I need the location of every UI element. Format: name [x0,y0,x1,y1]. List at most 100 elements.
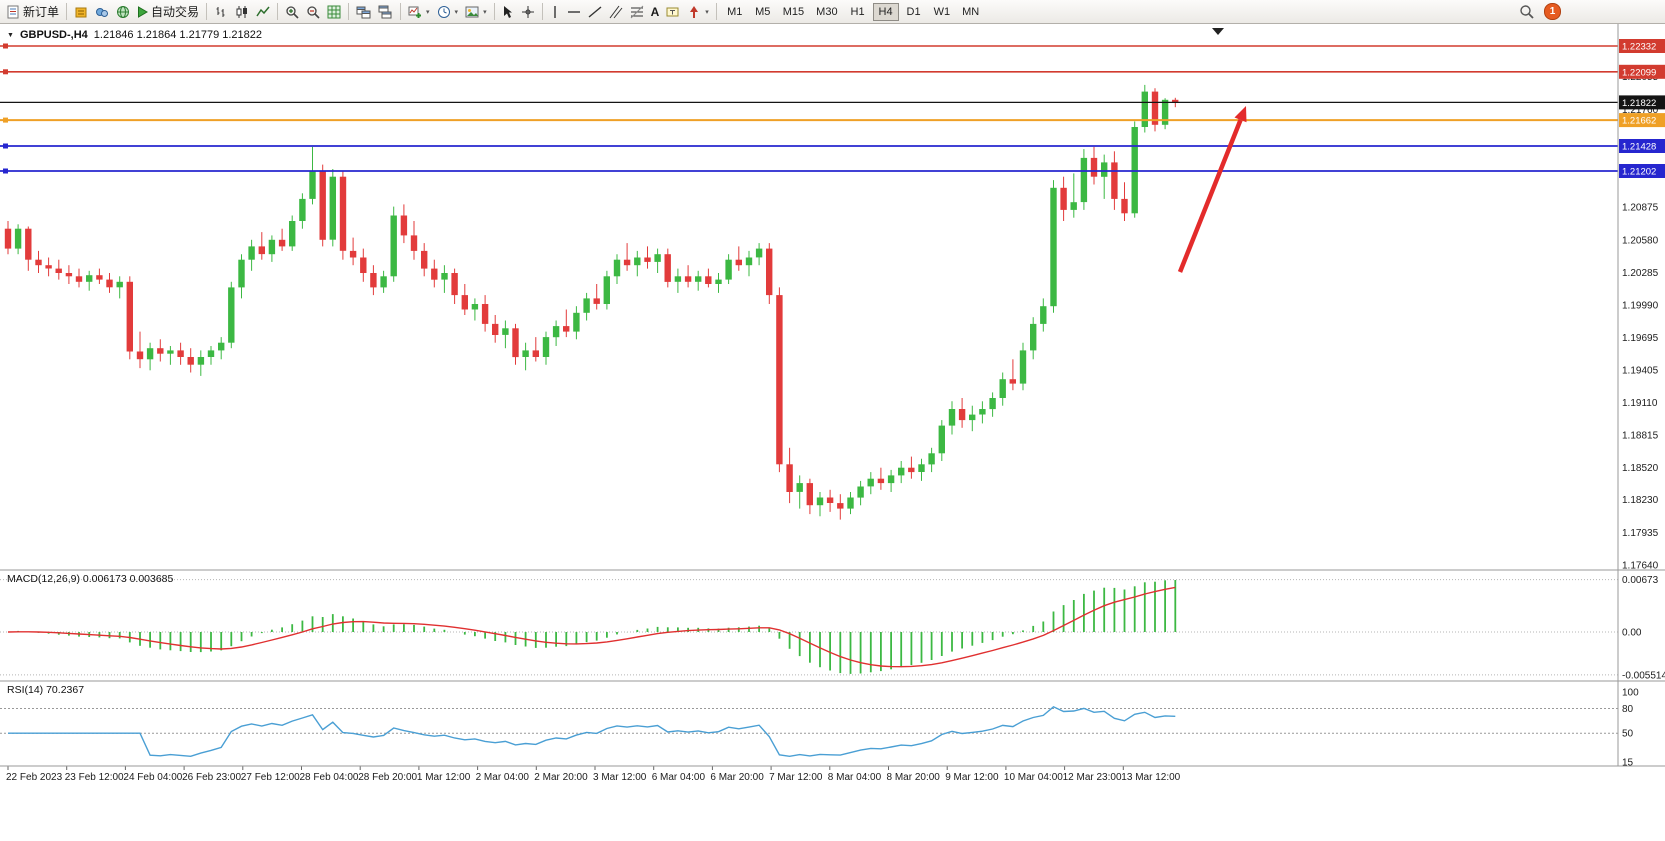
svg-text:1.20285: 1.20285 [1622,268,1659,279]
trendline-button[interactable] [585,2,605,22]
pane-separators[interactable] [0,24,1665,767]
svg-text:2 Mar 20:00: 2 Mar 20:00 [534,772,588,783]
trend-arrow-annotation[interactable] [1177,106,1247,273]
dropdown-arrow-icon: ▾ [483,8,487,16]
templates-icon [465,6,479,17]
svg-text:24 Feb 04:00: 24 Feb 04:00 [123,772,182,783]
svg-text:28 Feb 04:00: 28 Feb 04:00 [300,772,359,783]
ohlc-values: 1.21846 1.21864 1.21779 1.21822 [93,29,262,41]
svg-text:6 Mar 04:00: 6 Mar 04:00 [652,772,706,783]
svg-text:1.21662: 1.21662 [1622,116,1656,127]
channel-button[interactable] [606,2,626,22]
timeframe-w1-button[interactable]: W1 [929,3,956,21]
notification-badge[interactable]: 1 [1544,3,1561,20]
chart-background[interactable] [0,24,1665,841]
dropdown-arrow-icon: ▾ [705,8,709,16]
svg-text:22 Feb 2023: 22 Feb 2023 [6,772,63,783]
chart-shift-marker-icon[interactable] [1212,28,1224,35]
svg-text:2 Mar 04:00: 2 Mar 04:00 [476,772,530,783]
chart-window-icon [75,7,87,17]
cascade-windows-button[interactable] [375,2,396,22]
svg-text:1.18520: 1.18520 [1622,463,1659,474]
macd-histogram [17,580,1177,674]
svg-text:27 Feb 12:00: 27 Feb 12:00 [241,772,300,783]
svg-text:1.21428: 1.21428 [1622,142,1656,153]
cursor-button[interactable] [499,2,517,22]
templates-button[interactable]: ▾ [462,2,490,22]
symbol-collapse-icon[interactable]: ▼ [7,31,14,39]
svg-text:23 Feb 12:00: 23 Feb 12:00 [65,772,124,783]
timeframe-m15-button[interactable]: M15 [778,3,809,21]
tile-windows-button[interactable] [353,2,374,22]
label-button[interactable] [663,2,683,22]
chart-window-button[interactable] [71,2,91,22]
indicators-grid-button[interactable] [324,2,344,22]
horizontal-line-button[interactable] [564,2,584,22]
symbol-timeframe-label: GBPUSD-,H4 [19,29,88,41]
cascade-windows-icon [378,5,392,18]
community-button[interactable] [113,2,133,22]
text-button[interactable]: A [648,2,663,22]
fibonacci-button[interactable] [627,2,647,22]
rsi-line [8,705,1176,758]
horizontal-line-icon [567,10,580,13]
macd-scale-bottom: -0.005514 [1622,670,1665,681]
time-axis[interactable]: 22 Feb 2023 23 Feb 12:00 24 Feb 04:00 26 Fe… [6,766,1181,783]
timeframe-m5-button[interactable]: M5 [750,3,776,21]
timeframe-h1-button[interactable]: H1 [845,3,871,21]
zoom-out-button[interactable] [303,2,323,22]
market-depth-button[interactable] [92,2,112,22]
svg-text:3 Mar 12:00: 3 Mar 12:00 [593,772,647,783]
zoom-in-button[interactable] [282,2,302,22]
zoom-in-icon [286,5,299,19]
chart-title: ▼ GBPUSD-,H4 1.21846 1.21864 1.21779 1.2… [7,29,262,41]
add-indicator-button[interactable]: ▾ [405,2,433,22]
chart-canvas[interactable]: 1.220551.217601.208751.205801.202851.199… [0,24,1665,841]
svg-text:1.18230: 1.18230 [1622,495,1659,506]
candlestick-series [4,84,1179,520]
toolbar-separator [206,3,208,20]
crosshair-icon [521,5,534,18]
new-order-button[interactable]: 新订单 [4,2,62,22]
text-icon: A [650,4,660,19]
bar-chart-button[interactable] [211,2,231,22]
svg-text:1.19110: 1.19110 [1622,398,1658,409]
svg-text:1.22332: 1.22332 [1622,42,1656,53]
arrow-tool-icon [690,5,699,18]
timeframe-m1-button[interactable]: M1 [722,3,748,21]
horizontal-price-lines[interactable] [0,43,1618,174]
line-chart-button[interactable] [253,2,273,22]
crosshair-button[interactable] [518,2,538,22]
svg-text:10 Mar 04:00: 10 Mar 04:00 [1004,772,1063,783]
timeframe-mn-button[interactable]: MN [957,3,984,21]
periods-button[interactable]: ▾ [434,2,462,22]
svg-text:12 Mar 23:00: 12 Mar 23:00 [1063,772,1122,783]
auto-trading-button[interactable]: 自动交易 [134,2,202,22]
price-line-labels: 1.22332 1.22099 1.21822 1.21662 1.21428 1.212… [1619,39,1665,178]
vertical-line-button[interactable] [547,2,563,22]
svg-text:1.21760: 1.21760 [1622,105,1659,116]
label-icon [666,7,679,16]
arrows-button[interactable]: ▾ [684,2,712,22]
svg-text:1 Mar 12:00: 1 Mar 12:00 [417,772,471,783]
svg-text:1.20875: 1.20875 [1622,203,1659,214]
svg-text:13 Mar 12:00: 13 Mar 12:00 [1121,772,1180,783]
timeframe-d1-button[interactable]: D1 [901,3,927,21]
timeframe-m30-button[interactable]: M30 [811,3,842,21]
svg-text:6 Mar 20:00: 6 Mar 20:00 [710,772,764,783]
toolbar-separator [277,3,279,20]
timeframe-h4-button[interactable]: H4 [872,3,899,21]
new-order-label: 新订单 [23,5,60,19]
toolbar-separator [715,3,717,20]
search-button[interactable] [1516,2,1537,22]
rsi-indicator-label: RSI(14) 70.2367 [7,684,85,696]
trendline-icon [588,5,602,18]
cursor-icon [503,5,512,18]
rsi-scale-label: 100 [1622,688,1639,699]
candlestick-chart-button[interactable] [232,2,252,22]
rsi-scale-label: 15 [1622,758,1634,769]
indicators-grid-icon [327,5,341,18]
macd-scale-top: 0.00673 [1622,575,1659,586]
svg-text:1.19405: 1.19405 [1622,365,1659,376]
toolbar-separator [400,3,402,20]
